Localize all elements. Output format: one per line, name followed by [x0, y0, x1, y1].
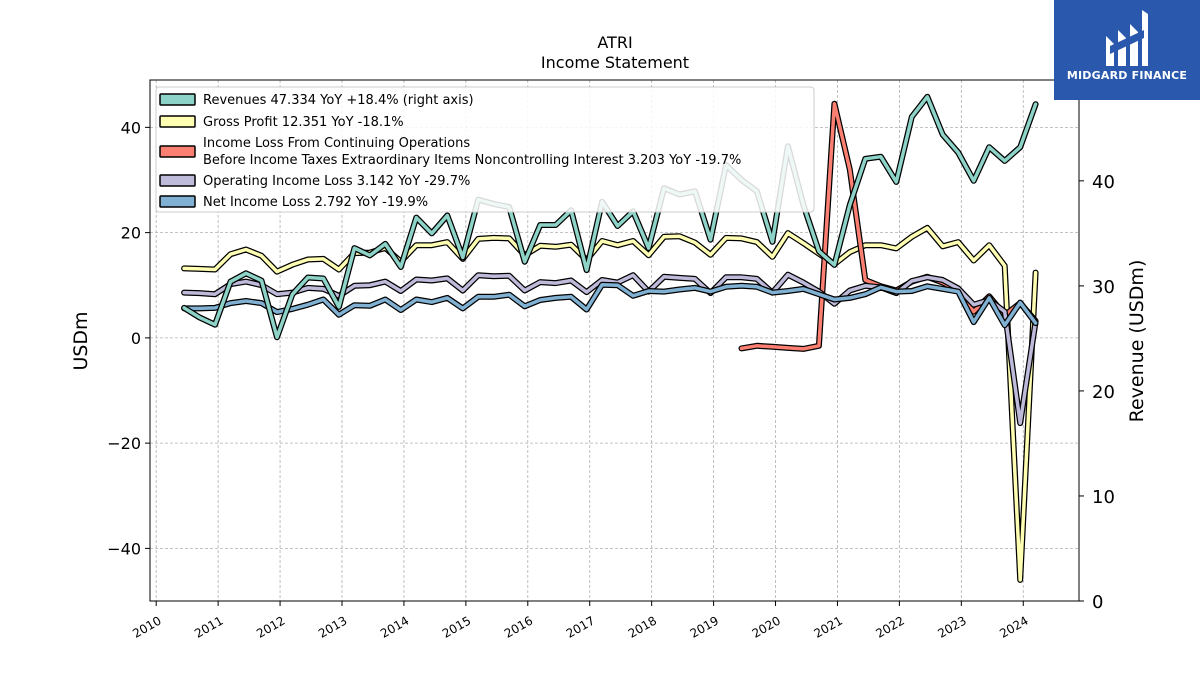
legend-swatch-operating-income	[159, 174, 196, 187]
legend-label-income-loss-line2: Before Income Taxes Extraordinary Items …	[203, 153, 741, 168]
legend: Revenues 47.334 YoY +18.4% (right axis) …	[155, 86, 815, 213]
legend-label-revenues: Revenues 47.334 YoY +18.4% (right axis)	[203, 93, 474, 108]
series-operating-income-loss	[181, 271, 1039, 427]
y-tick-label-right: 40	[1092, 172, 1115, 193]
series-layer	[181, 93, 1039, 583]
x-tick-label: 2014	[378, 613, 411, 640]
y-tick-label-left: −40	[107, 539, 141, 558]
series-revenues	[181, 93, 1039, 341]
x-tick-label: 2013	[316, 613, 349, 640]
plot-frame	[149, 79, 1080, 602]
y-tick-label-left: 40	[121, 118, 141, 137]
x-tick-label: 2022	[873, 613, 906, 640]
y-tick-label-right: 30	[1092, 277, 1115, 298]
y-tick-label-left: 0	[131, 329, 141, 348]
series-line	[182, 226, 1038, 582]
series-line	[182, 95, 1038, 340]
series-outline	[181, 271, 1039, 427]
legend-swatch-gross-profit	[159, 115, 196, 128]
series-line	[182, 282, 1038, 327]
x-tick-label: 2019	[688, 613, 721, 640]
chart-title: ATRI	[597, 33, 632, 52]
legend-swatch-income-loss	[159, 145, 196, 158]
legend-swatch-net-income	[159, 195, 196, 208]
logo-brand-text: MIDGARD FINANCE	[1066, 69, 1188, 82]
midgard-finance-logo: MIDGARD FINANCE	[1054, 0, 1200, 100]
y-axis-label-left: USDm	[70, 311, 92, 370]
legend-swatch-revenues	[159, 93, 196, 106]
y-axis-label-right: Revenue (USDm)	[1126, 260, 1148, 423]
x-tick-label: 2021	[812, 613, 845, 640]
series-net-income-loss	[181, 281, 1039, 329]
legend-label-income-loss-line1: Income Loss From Continuing Operations	[203, 136, 470, 151]
x-tick-label: 2018	[626, 613, 659, 640]
y-tick-label-left: −20	[107, 434, 141, 453]
legend-label-net-income: Net Income Loss 2.792 YoY -19.9%	[203, 195, 428, 210]
logo-mark-icon	[1106, 10, 1148, 66]
x-tick-label: 2010	[130, 613, 163, 640]
x-tick-label: 2011	[192, 613, 225, 640]
x-tick-label: 2024	[997, 613, 1030, 640]
series-gross-profit	[181, 224, 1039, 583]
chart-subtitle: Income Statement	[541, 53, 689, 72]
x-tick-label: 2017	[564, 613, 597, 640]
y-tick-label-left: 20	[121, 224, 141, 243]
y-tick-label-right: 20	[1092, 382, 1115, 403]
legend-label-operating-income: Operating Income Loss 3.142 YoY -29.7%	[203, 174, 470, 189]
legend-label-gross-profit: Gross Profit 12.351 YoY -18.1%	[203, 115, 404, 130]
x-tick-label: 2015	[440, 613, 473, 640]
x-tick-label: 2016	[502, 613, 535, 640]
x-tick-label: 2020	[750, 613, 783, 640]
x-tick-label: 2012	[254, 613, 287, 640]
y-tick-label-right: 0	[1092, 592, 1103, 613]
y-tick-label-right: 10	[1092, 487, 1115, 508]
series-line	[182, 272, 1038, 425]
legend-box	[155, 86, 815, 213]
x-tick-label: 2023	[935, 613, 968, 640]
